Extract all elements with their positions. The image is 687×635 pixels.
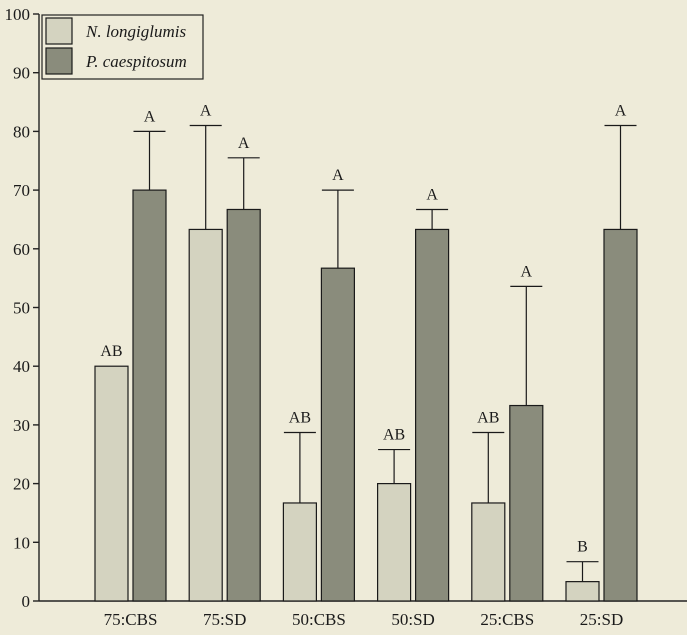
y-tick-label: 20 bbox=[13, 475, 30, 494]
bar-p-caespitosum bbox=[416, 229, 449, 601]
x-tick-label: 75:SD bbox=[203, 610, 246, 629]
legend-label: N. longiglumis bbox=[85, 22, 187, 41]
labels: ABA75:CBSAA75:SDABA50:CBSABA50:SDABA25:C… bbox=[100, 103, 626, 629]
y-tick-label: 80 bbox=[13, 122, 30, 141]
bar-n-longiglumis bbox=[472, 503, 505, 601]
y-tick-label: 0 bbox=[22, 592, 31, 611]
legend-label: P. caespitosum bbox=[85, 52, 187, 71]
y-tick-label: 60 bbox=[13, 240, 30, 259]
y-tick-label: 30 bbox=[13, 416, 30, 435]
x-tick-label: 75:CBS bbox=[104, 610, 158, 629]
bar-p-caespitosum bbox=[133, 190, 166, 601]
significance-label: B bbox=[577, 539, 588, 556]
legend: N. longiglumis P. caespitosum bbox=[42, 15, 203, 79]
bar-n-longiglumis bbox=[189, 229, 222, 601]
bar-p-caespitosum bbox=[510, 406, 543, 601]
significance-label: A bbox=[200, 103, 212, 120]
significance-label: A bbox=[521, 263, 533, 280]
bar-n-longiglumis bbox=[566, 582, 599, 601]
bar-n-longiglumis bbox=[95, 366, 128, 601]
significance-label: A bbox=[144, 108, 156, 125]
y-tick-label: 10 bbox=[13, 533, 30, 552]
significance-label: A bbox=[238, 135, 250, 152]
bar-p-caespitosum bbox=[227, 209, 260, 601]
y-tick-label: 50 bbox=[13, 299, 30, 318]
legend-swatch bbox=[46, 18, 72, 44]
bars bbox=[95, 126, 637, 601]
bar-n-longiglumis bbox=[378, 484, 411, 601]
y-tick-label: 40 bbox=[13, 357, 30, 376]
y-tick-label: 90 bbox=[13, 64, 30, 83]
bar-n-longiglumis bbox=[283, 503, 316, 601]
x-tick-label: 25:CBS bbox=[480, 610, 534, 629]
x-tick-label: 25:SD bbox=[580, 610, 623, 629]
y-tick-label: 100 bbox=[5, 5, 31, 24]
y-tick-label: 70 bbox=[13, 181, 30, 200]
significance-label: A bbox=[332, 167, 344, 184]
significance-label: AB bbox=[289, 410, 311, 427]
x-tick-label: 50:SD bbox=[391, 610, 434, 629]
x-tick-label: 50:CBS bbox=[292, 610, 346, 629]
bar-p-caespitosum bbox=[321, 268, 354, 601]
significance-label: AB bbox=[383, 427, 405, 444]
significance-label: AB bbox=[100, 343, 122, 360]
bar-p-caespitosum bbox=[604, 229, 637, 601]
significance-label: A bbox=[426, 186, 438, 203]
legend-swatch bbox=[46, 48, 72, 74]
significance-label: A bbox=[615, 103, 627, 120]
significance-label: AB bbox=[477, 410, 499, 427]
